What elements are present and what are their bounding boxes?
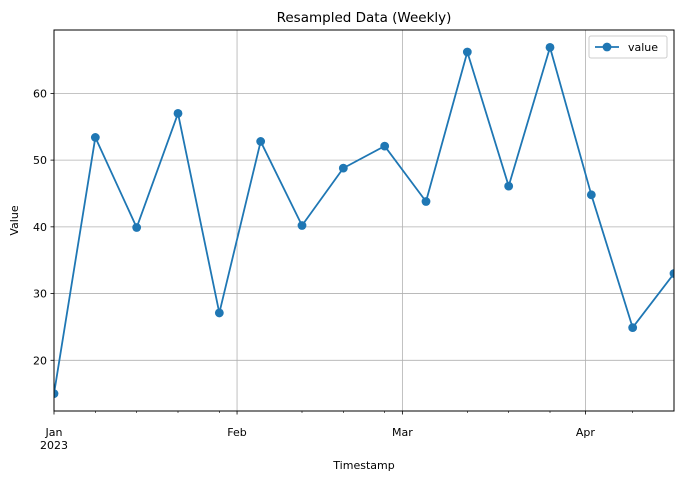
series-line [54, 46, 674, 394]
series-layer [54, 42, 674, 399]
y-tick-label: 50 [33, 154, 47, 167]
plot-frame [53, 29, 675, 412]
data-point [90, 133, 100, 142]
x-tick-label: Jan [45, 426, 63, 439]
data-point [256, 137, 266, 146]
y-tick-label: 30 [33, 288, 47, 301]
x-tick-label: Mar [392, 426, 413, 439]
x-tick-sublabel: 2023 [40, 439, 68, 452]
data-point [586, 190, 596, 200]
legend-marker [602, 42, 612, 52]
data-point [504, 181, 514, 191]
data-point [54, 389, 59, 399]
y-tick-label: 40 [33, 221, 47, 234]
grid-lines [53, 30, 674, 411]
x-tick-label: Feb [227, 426, 246, 439]
y-axis-label: Value [8, 205, 21, 235]
data-point [669, 269, 674, 278]
y-tick-label: 20 [33, 354, 47, 367]
x-axis-label: Timestamp [332, 459, 394, 472]
data-point [462, 47, 472, 57]
legend-box [588, 35, 668, 59]
data-point [338, 163, 348, 173]
data-point [628, 323, 638, 332]
data-point [380, 141, 390, 151]
y-tick-label: 60 [33, 87, 47, 100]
data-point [132, 223, 142, 232]
chart-title: Resampled Data (Weekly) [277, 10, 452, 26]
legend-label: value [628, 41, 658, 54]
x-tick-label: Apr [576, 426, 596, 439]
legend: value [588, 35, 668, 59]
data-point [297, 221, 307, 230]
data-point [421, 197, 431, 206]
data-point [214, 308, 224, 318]
data-point [173, 109, 183, 118]
data-point [545, 42, 555, 52]
